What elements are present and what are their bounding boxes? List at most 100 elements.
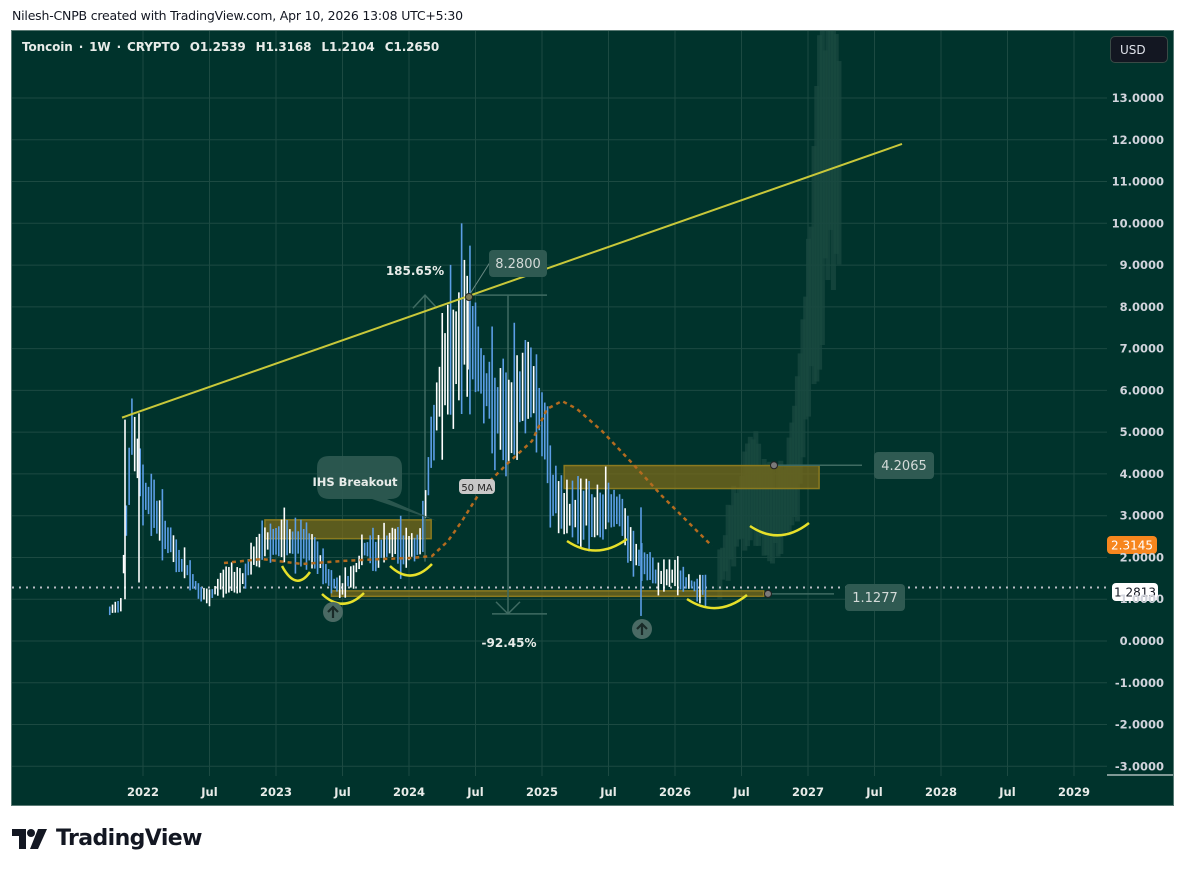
legend-exchange: CRYPTO [127,40,180,54]
projected-bar [819,31,825,346]
chart-annotations: 8.2800 185.65% -92.45% IHS Breakout 50 MA 4.2… [312,250,1158,650]
projected-bar [792,405,798,518]
legend-low: L1.2104 [321,40,375,54]
arrow-up-icon [327,605,339,618]
price-axis-label: 7.0000 [1120,342,1164,356]
legend-symbol[interactable]: Toncoin [22,40,73,54]
legend-close: C1.2650 [384,40,440,54]
projected-bar [756,443,762,546]
projected-bar [811,146,817,385]
drop-percent-label: -92.45% [482,636,537,650]
projected-bar [825,31,831,281]
ath-anchor [465,293,473,301]
pattern-curve [749,522,810,537]
projected-bar [742,451,748,551]
price-axis-label: 10.0000 [1112,216,1164,230]
price-axis-label: 5.0000 [1120,425,1164,439]
ath-label-bg [489,250,547,277]
projected-bar [717,549,723,599]
pattern-curve [686,594,748,610]
trendline-upper[interactable] [121,142,903,419]
time-axis-label: Jul [998,785,1015,799]
time-axis-label: Jul [599,785,616,799]
support-label-bg [845,584,905,611]
time-axis-label: Jul [865,785,882,799]
pattern-curve [389,563,433,577]
ma-price-tag: 2.3145 [1111,539,1153,553]
support-label: 1.1277 [852,591,898,606]
tradingview-logo[interactable]: TradingView [12,826,202,851]
support-anchor [764,589,772,598]
current-price-tag-bg [1112,583,1158,601]
time-axis-label: 2026 [659,785,691,799]
price-bars [108,223,707,616]
price-axis-label: 8.0000 [1120,300,1164,314]
projected-bar [778,460,784,554]
legend-open: O1.2539 [189,40,246,54]
projected-bar [828,31,834,230]
price-axis[interactable]: 13.0000 12.0000 11.0000 10.0000 9.0000 8.0000… [1107,91,1174,776]
projected-bar [736,487,742,540]
price-axis-label: 2.0000 [1120,550,1164,564]
price-axis-label: -3.0000 [1115,759,1164,773]
time-axis-label: 2023 [260,785,292,799]
resistance-label: 4.2065 [881,459,927,474]
projected-bar [783,466,789,532]
chart-grid [12,31,1107,776]
ma-price-tag-bg [1107,536,1157,554]
price-axis-label: 13.0000 [1112,91,1164,105]
current-price-tag: 1.2813 [1114,586,1156,600]
legend-separator: · [78,40,84,54]
time-axis-label: Jul [466,785,483,799]
ath-label: 8.2800 [495,257,541,272]
price-axis-label: 11.0000 [1112,175,1164,189]
projected-bar [767,461,773,562]
projected-bar [781,469,787,537]
price-axis-label: 1.0000 [1120,592,1164,606]
projected-bar [833,34,839,254]
projected-bar [836,61,842,265]
price-axis-label: -2.0000 [1115,718,1164,732]
projected-bar [764,463,770,556]
projected-bar [806,238,811,417]
resistance-anchor [770,461,778,470]
chart-frame[interactable]: 8.2800 185.65% -92.45% IHS Breakout 50 MA 4.2… [11,30,1174,806]
projected-bar [830,31,836,291]
chart-credit: Nilesh-CNPB created with TradingView.com… [12,8,463,23]
trendline[interactable] [121,142,903,419]
time-axis-label: Jul [732,785,749,799]
projected-bar [814,85,820,382]
pattern-curve [321,592,365,605]
rise-arrowhead [412,294,438,309]
price-chart[interactable]: 8.2800 185.65% -92.45% IHS Breakout 50 MA 4.2… [12,31,1174,806]
projected-bar [725,504,731,581]
support-zone[interactable] [330,590,765,598]
resistance-zone[interactable] [563,464,820,490]
rise-percent-label: 185.65% [386,264,444,278]
time-axis[interactable]: 2022 Jul 2023 Jul 2024 Jul 2025 Jul 2026 Jul 2027 J… [127,785,1090,799]
price-axis-label: 0.0000 [1120,634,1164,648]
currency-button[interactable]: USD [1110,36,1168,63]
legend-high: H1.3168 [255,40,312,54]
projected-price-bars [717,31,842,599]
tradingview-logo-text: TradingView [56,826,202,851]
price-axis-label: 3.0000 [1120,509,1164,523]
time-axis-label: 2029 [1058,785,1090,799]
projected-bar [720,547,726,580]
symbol-legend: Toncoin · 1W · CRYPTO O1.2539 H1.3168 L1.210… [22,40,445,54]
projected-bar [745,443,751,547]
ihs-breakout-label: IHS Breakout [312,475,398,489]
projected-bar [800,319,806,458]
ma-label: 50 MA [461,483,493,494]
projected-bar [822,50,828,259]
projected-bar [775,466,781,557]
projected-bar [731,485,737,567]
legend-interval[interactable]: 1W [89,40,111,54]
projected-bar [794,376,800,522]
ma-label-bg [459,479,495,494]
time-axis-label: 2028 [925,785,957,799]
price-axis-label: 12.0000 [1112,133,1164,147]
time-axis-label: Jul [333,785,350,799]
time-axis-label: 2027 [792,785,824,799]
projected-bar [733,493,739,547]
